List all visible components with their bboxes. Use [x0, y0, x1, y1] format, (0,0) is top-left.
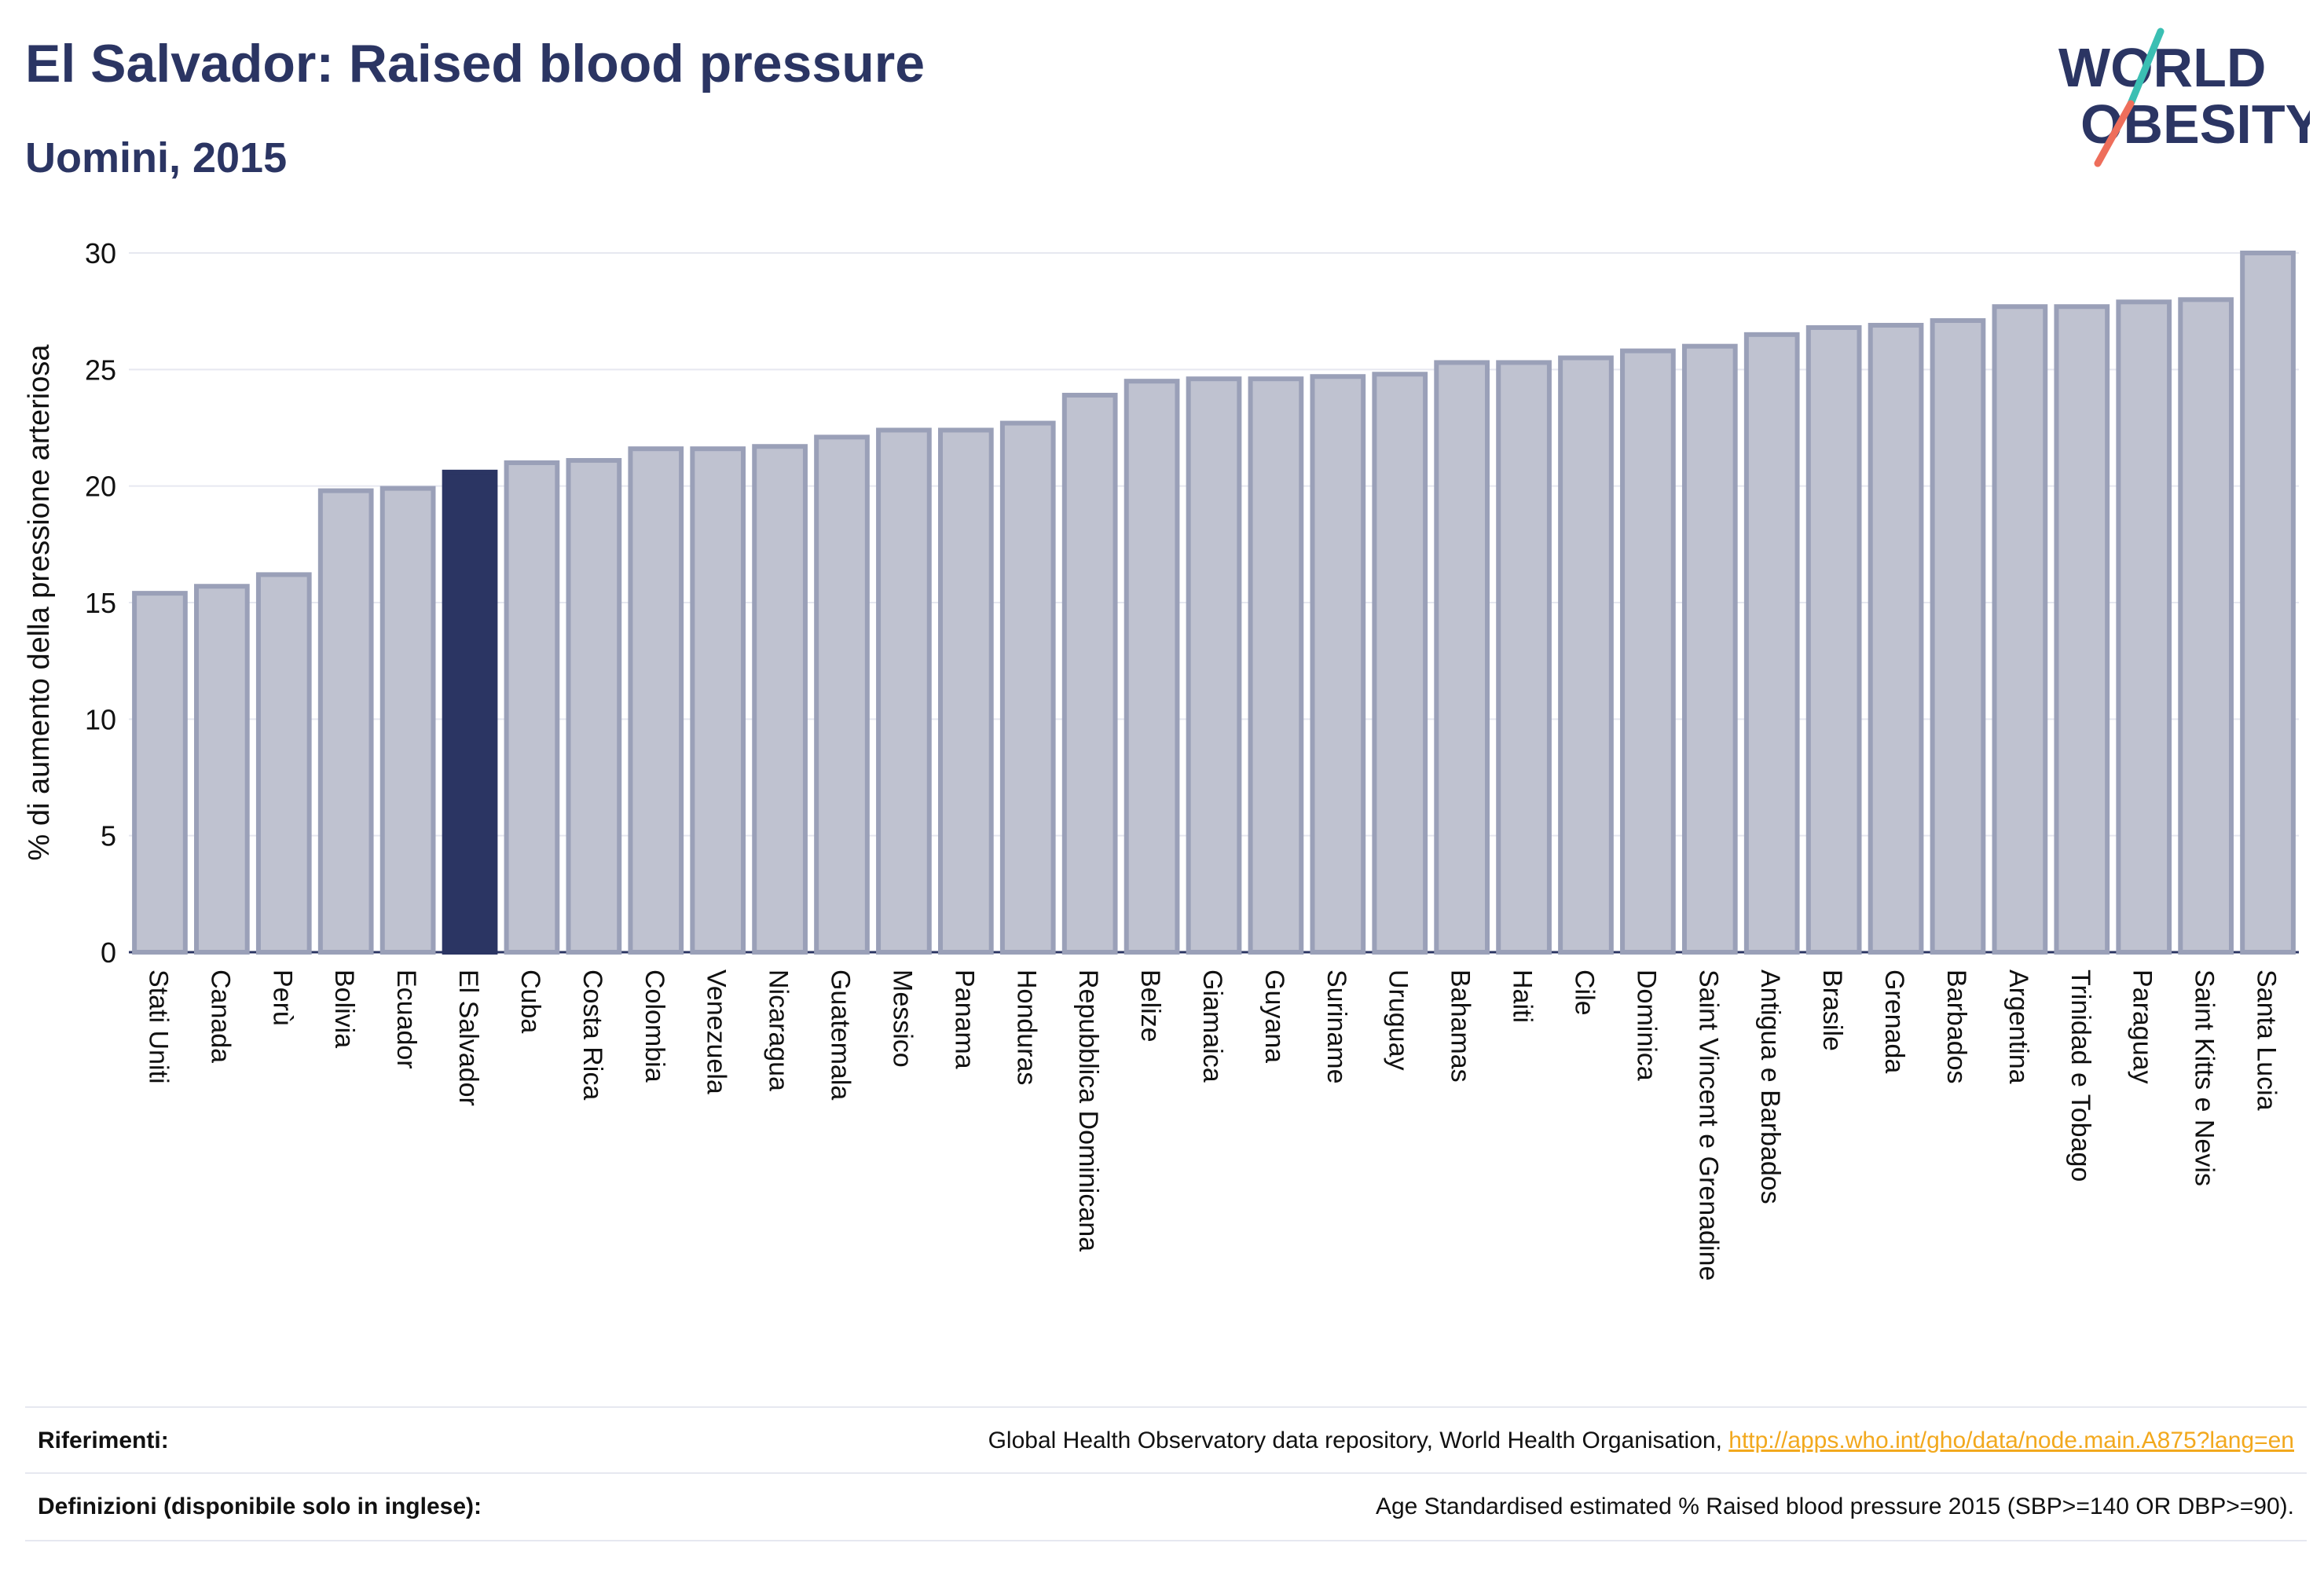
page-subtitle: Uomini, 2015	[25, 134, 288, 181]
x-tick-label: Honduras	[1011, 969, 1041, 1085]
x-tick-label: Paraguay	[2128, 969, 2157, 1084]
bar-per-[interactable]	[255, 572, 312, 955]
bar-ecuador[interactable]	[379, 486, 436, 955]
bar-canada[interactable]	[194, 584, 250, 955]
references-link[interactable]: http://apps.who.int/gho/data/node.main.A…	[1728, 1428, 2294, 1453]
y-tick-labels: 0 5 10 15 20 25 30	[85, 237, 116, 969]
x-tick-label: Bahamas	[1446, 969, 1475, 1083]
bar-venezuela[interactable]	[690, 446, 746, 955]
x-tick-label: Stati Uniti	[143, 969, 173, 1084]
x-tick-label: Messico	[887, 969, 917, 1068]
x-tick-label: Grenada	[1879, 969, 1909, 1073]
bar-brasile[interactable]	[1805, 324, 1862, 955]
x-tick-label: Ecuador	[391, 969, 421, 1069]
y-tick-label: 0	[101, 936, 116, 969]
bar-barbados[interactable]	[1930, 318, 1986, 955]
bar-argentina[interactable]	[1992, 304, 2048, 955]
x-tick-label: Suriname	[1321, 969, 1351, 1084]
x-tick-label: Cuba	[515, 969, 545, 1033]
bar-bolivia[interactable]	[317, 488, 374, 955]
bar-cile[interactable]	[1558, 355, 1614, 955]
x-tick-label: Nicaragua	[764, 969, 794, 1091]
x-tick-label: Guatemala	[826, 969, 856, 1100]
bar-giamaica[interactable]	[1186, 376, 1242, 955]
x-tick-label: Dominica	[1631, 969, 1661, 1081]
x-tick-label: Trinidad e Tobago	[2066, 969, 2095, 1182]
x-tick-label: Cile	[1569, 969, 1599, 1016]
bar-bahamas[interactable]	[1434, 360, 1490, 955]
x-tick-label: Belize	[1135, 969, 1165, 1043]
bar-santa-lucia[interactable]	[2240, 251, 2296, 955]
x-tick-label: Argentina	[2003, 969, 2033, 1084]
x-tick-label: Costa Rica	[577, 969, 607, 1100]
y-tick-label: 20	[85, 471, 116, 503]
x-tick-label: Perù	[267, 969, 297, 1026]
bar-trinidad-e-tobago[interactable]	[2054, 304, 2110, 955]
x-tick-label: Repubblica Dominicana	[1073, 969, 1103, 1252]
bar-guyana[interactable]	[1248, 376, 1304, 955]
bar-uruguay[interactable]	[1372, 372, 1428, 955]
references-row: Riferimenti: Global Health Observatory d…	[25, 1406, 2307, 1474]
y-axis-label: % di aumento della pressione arteriosa	[23, 344, 56, 861]
logo-slash-top	[2127, 27, 2165, 108]
bar-cuba[interactable]	[504, 460, 560, 955]
y-tick-label: 25	[85, 354, 116, 386]
bar-paraguay[interactable]	[2116, 299, 2172, 955]
logo-line-1: WORLD	[2058, 37, 2266, 98]
bar-messico[interactable]	[876, 427, 932, 955]
bar-grenada[interactable]	[1868, 322, 1924, 955]
x-tick-label: Uruguay	[1384, 969, 1413, 1071]
definitions-row: Definizioni (disponibile solo in inglese…	[25, 1472, 2307, 1541]
x-tick-label: Santa Lucia	[2252, 969, 2282, 1111]
page-title: El Salvador: Raised blood pressure	[25, 34, 926, 93]
bar-nicaragua[interactable]	[752, 444, 808, 955]
x-tick-label: Antigua e Barbados	[1755, 969, 1785, 1204]
references-text: Global Health Observatory data repositor…	[988, 1428, 1729, 1453]
bar-haiti[interactable]	[1496, 360, 1552, 955]
x-tick-labels: Stati Uniti Canada Perù Bolivia Ecuador El Sa…	[143, 969, 2281, 1281]
x-tick-label: Saint Vincent e Grenadine	[1693, 969, 1723, 1281]
bar-guatemala[interactable]	[814, 434, 870, 955]
x-tick-label: Bolivia	[329, 969, 359, 1048]
bar-el-salvador[interactable]	[442, 469, 498, 955]
x-tick-label: Giamaica	[1197, 969, 1227, 1083]
bar-belize[interactable]	[1124, 379, 1180, 955]
logo-slash-bottom	[2094, 100, 2135, 167]
bar-panama[interactable]	[937, 427, 994, 955]
bar-chart: 0 5 10 15 20 25 30 Stati Uniti Canada Perù Bolivi…	[23, 237, 2299, 1281]
bar-saint-kitts-e-nevis[interactable]	[2178, 297, 2234, 955]
bar-honduras[interactable]	[999, 420, 1056, 955]
bar-colombia[interactable]	[628, 446, 684, 955]
definitions-text: Age Standardised estimated % Raised bloo…	[1375, 1494, 2294, 1519]
y-tick-label: 30	[85, 237, 116, 269]
bar-stati-uniti[interactable]	[132, 591, 188, 955]
x-tick-label: Brasile	[1817, 969, 1847, 1051]
x-tick-label: Panama	[949, 969, 979, 1069]
bar-saint-vincent-e-grenadine[interactable]	[1681, 343, 1738, 955]
world-obesity-logo: WORLD OBESITY	[2058, 27, 2310, 167]
x-tick-label: Colombia	[640, 969, 669, 1083]
x-tick-label: Barbados	[1941, 969, 1971, 1084]
bar-antigua-e-barbados[interactable]	[1743, 332, 1800, 955]
x-tick-label: El Salvador	[453, 969, 483, 1106]
x-tick-label: Venezuela	[702, 969, 731, 1094]
references-label: Riferimenti:	[38, 1428, 169, 1453]
bar-dominica[interactable]	[1620, 348, 1676, 955]
y-tick-label: 10	[85, 703, 116, 735]
y-tick-label: 15	[85, 587, 116, 619]
bar-costa-rica[interactable]	[566, 458, 622, 955]
x-tick-label: Saint Kitts e Nevis	[2190, 969, 2220, 1186]
y-tick-label: 5	[101, 820, 116, 852]
references-value: Global Health Observatory data repositor…	[988, 1428, 2307, 1454]
x-tick-label: Canada	[205, 969, 235, 1063]
x-tick-label: Haiti	[1508, 969, 1538, 1023]
bars	[132, 251, 2296, 955]
bar-repubblica-dominicana[interactable]	[1061, 392, 1118, 955]
bar-suriname[interactable]	[1310, 374, 1366, 955]
definitions-label: Definizioni (disponibile solo in inglese…	[38, 1494, 482, 1519]
x-tick-label: Guyana	[1259, 969, 1289, 1063]
